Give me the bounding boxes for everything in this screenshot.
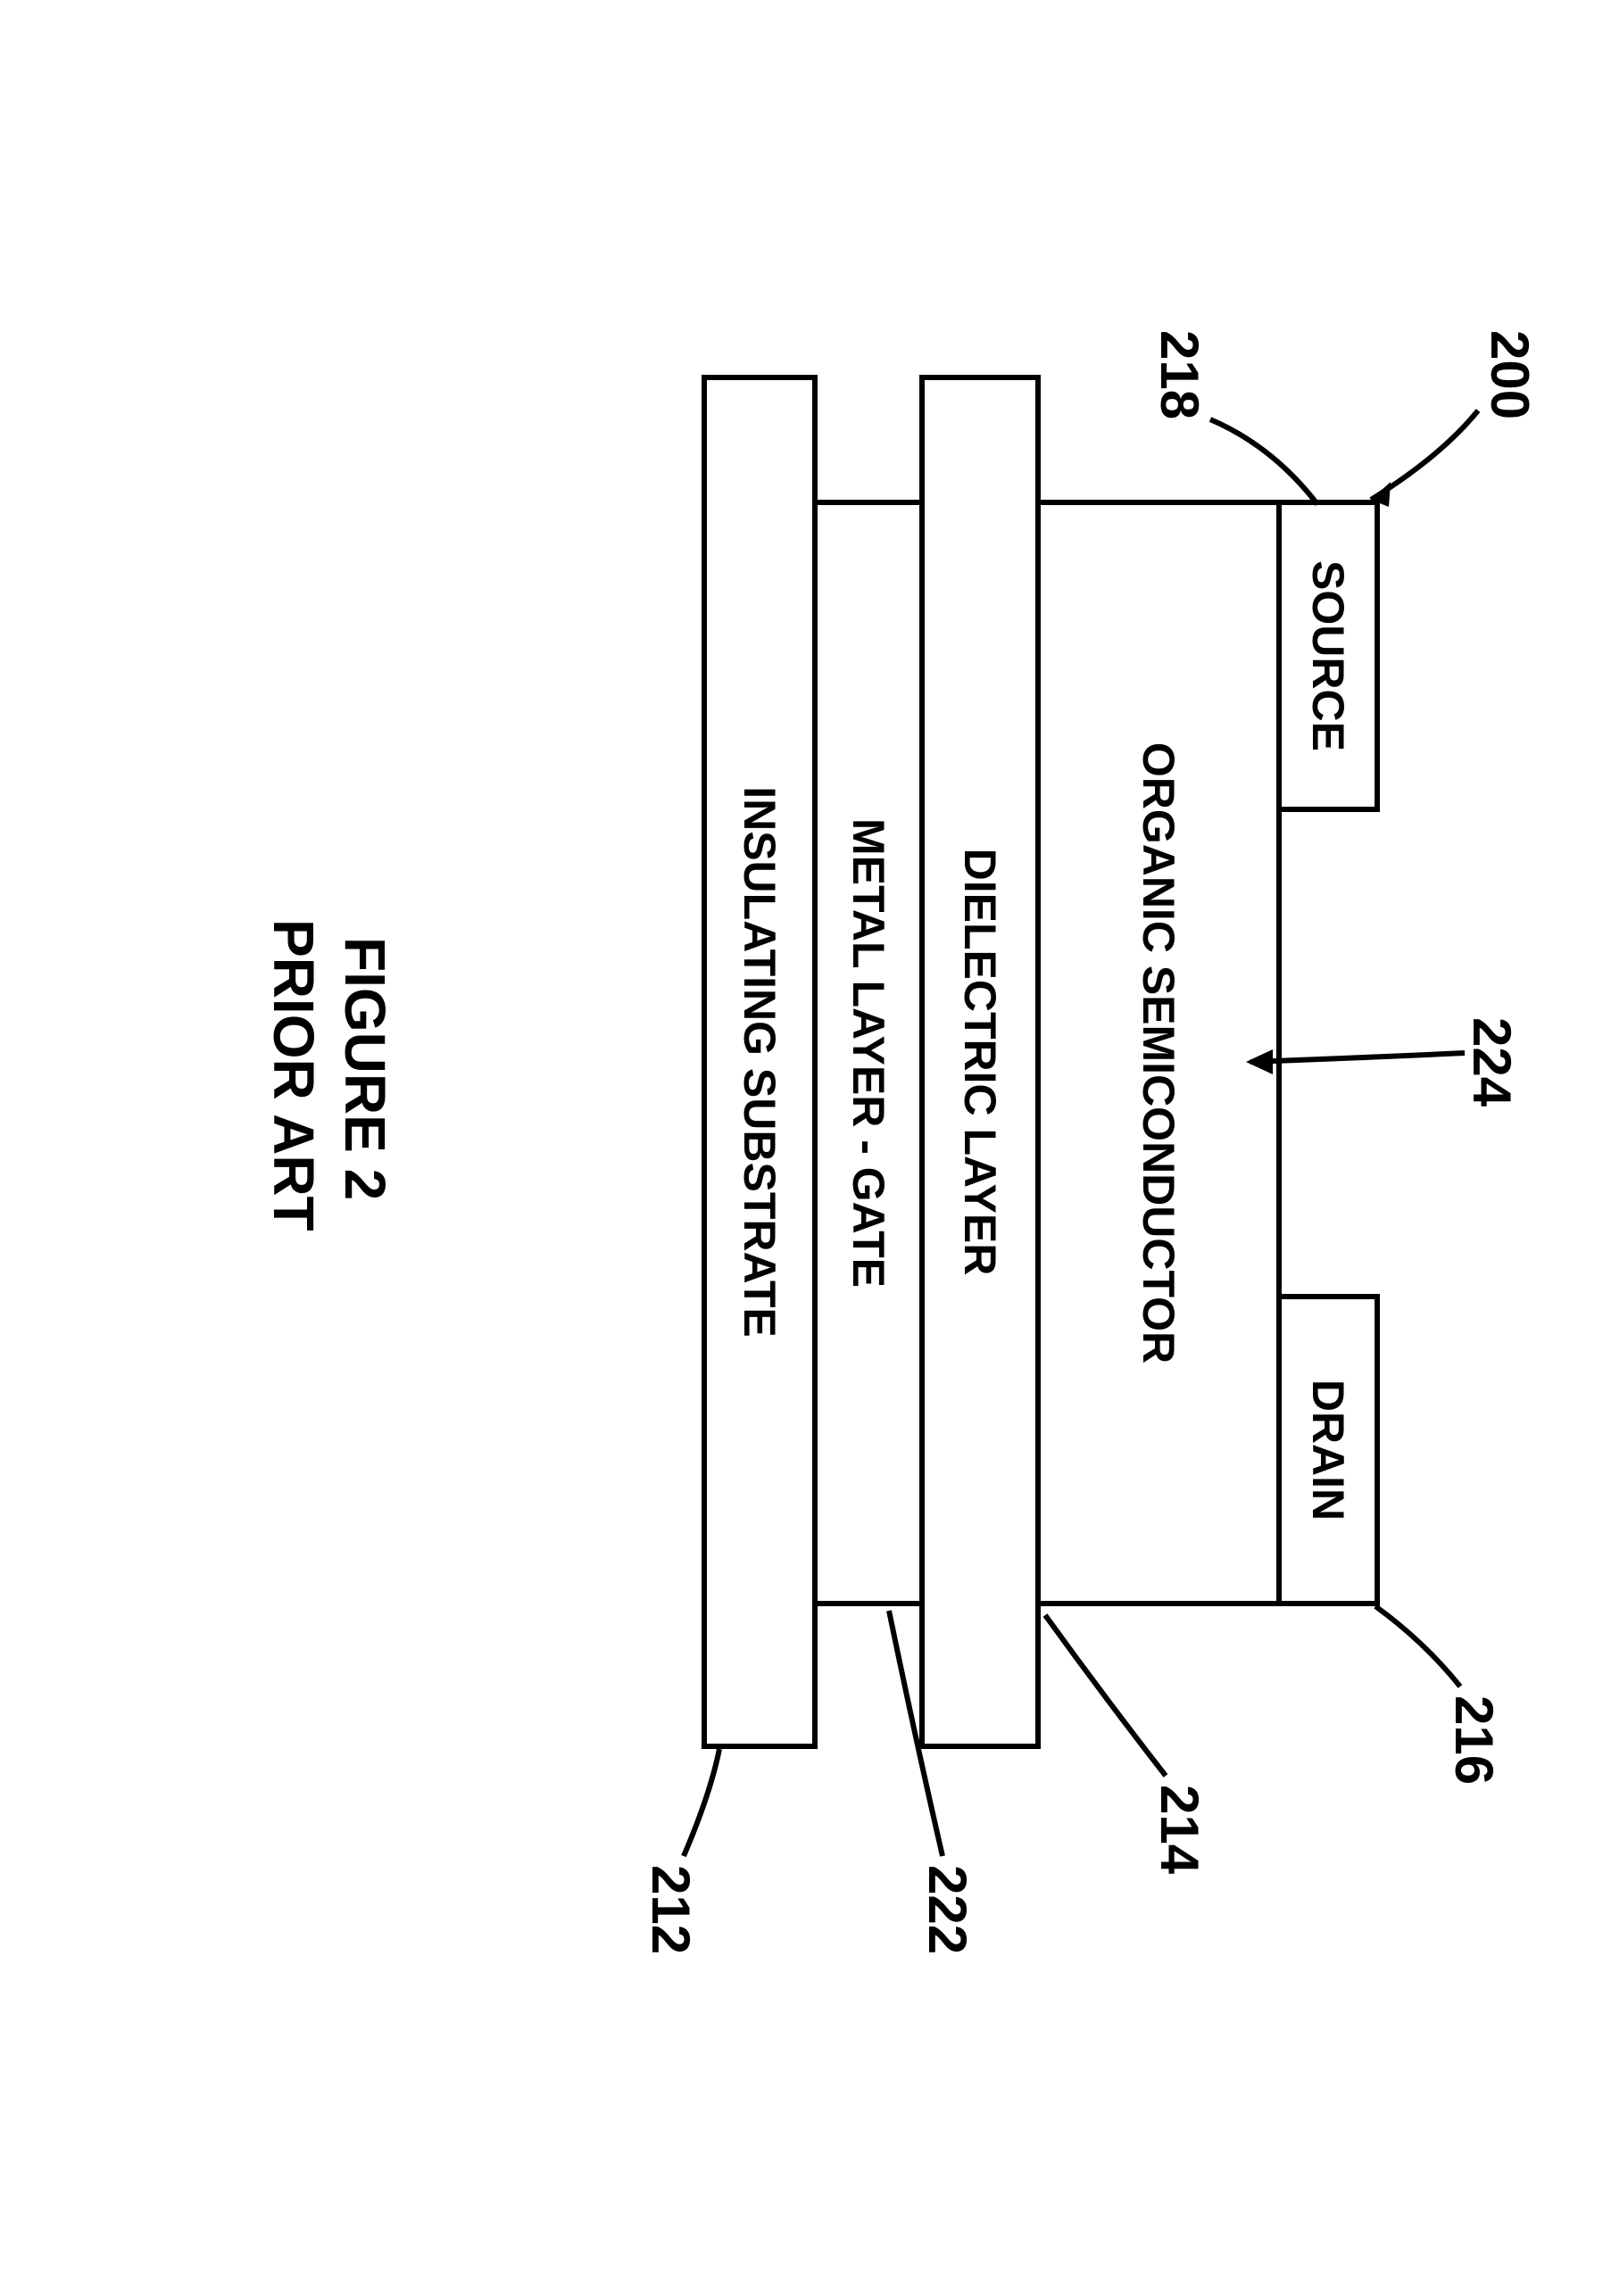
ref-dielectric: 214: [1149, 1785, 1210, 1874]
layer-source: SOURCE: [1276, 500, 1380, 812]
ref-semiconductor: 224: [1461, 1017, 1523, 1107]
layer-substrate-label: INSULATING SUBSTRATE: [734, 786, 785, 1338]
ref-assembly: 200: [1479, 330, 1541, 419]
layer-semiconductor-label: ORGANIC SEMICONDUCTOR: [1133, 742, 1184, 1364]
layer-gate: METAL LAYER - GATE: [812, 500, 925, 1606]
figure-title-line2: PRIOR ART: [261, 919, 327, 1231]
layer-source-label: SOURCE: [1302, 560, 1354, 751]
ref-substrate: 212: [640, 1865, 702, 1954]
figure-canvas: 200 INSULATING SUBSTRATE METAL LAYER - G…: [0, 0, 1603, 2296]
ref-source: 218: [1149, 330, 1210, 419]
ref-gate: 222: [917, 1865, 978, 1954]
layer-drain: DRAIN: [1276, 1294, 1380, 1606]
layer-gate-label: METAL LAYER - GATE: [843, 818, 894, 1288]
layer-drain-label: DRAIN: [1302, 1380, 1354, 1521]
layer-semiconductor: ORGANIC SEMICONDUCTOR: [1035, 500, 1282, 1606]
ref-drain: 216: [1443, 1695, 1505, 1785]
layer-substrate: INSULATING SUBSTRATE: [702, 375, 818, 1749]
figure-title-line1: FIGURE 2: [332, 937, 398, 1200]
layer-dielectric-label: DIELECTRIC LAYER: [954, 849, 1006, 1276]
layer-dielectric: DIELECTRIC LAYER: [919, 375, 1041, 1749]
